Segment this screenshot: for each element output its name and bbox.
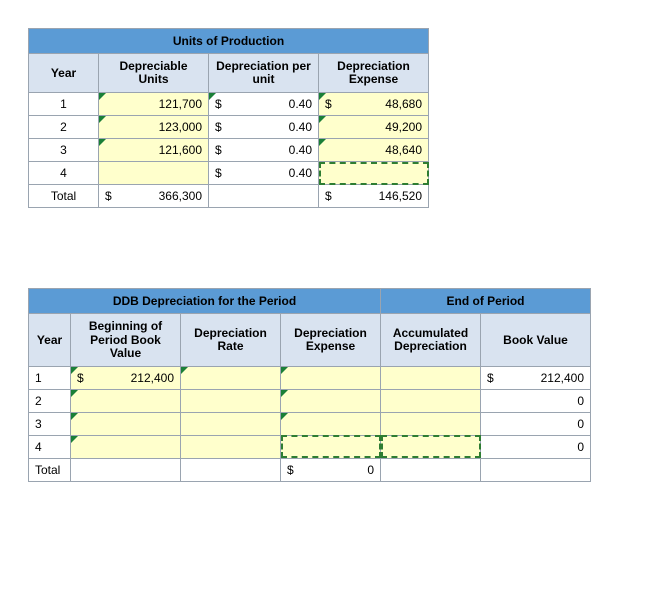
table2-head-bv: Book Value xyxy=(481,314,591,367)
rate-cell[interactable]: $ 0.40 xyxy=(209,93,319,116)
units-cell[interactable]: 121,700 xyxy=(99,93,209,116)
rate-cell[interactable] xyxy=(181,412,281,435)
year-cell[interactable]: 1 xyxy=(29,366,71,389)
table2-head-year: Year xyxy=(29,314,71,367)
table2-head-rate: Depreciation Rate xyxy=(181,314,281,367)
ddb-depreciation-table: DDB Depreciation for the Period End of P… xyxy=(28,288,591,482)
accum-cell[interactable] xyxy=(381,366,481,389)
blank-cell xyxy=(71,458,181,481)
table2-head-begbv: Beginning of Period Book Value xyxy=(71,314,181,367)
rate-cell[interactable] xyxy=(181,389,281,412)
total-expense: $ 146,520 xyxy=(319,185,429,208)
year-cell[interactable]: 1 xyxy=(29,93,99,116)
year-cell[interactable]: 3 xyxy=(29,412,71,435)
begbv-cell[interactable] xyxy=(71,412,181,435)
total-label: Total xyxy=(29,458,71,481)
year-cell[interactable]: 4 xyxy=(29,162,99,185)
table-row: 3 0 xyxy=(29,412,591,435)
table-row: 1 $ 212,400 $ 212,400 xyxy=(29,366,591,389)
blank-cell xyxy=(209,185,319,208)
expense-cell[interactable]: 48,640 xyxy=(319,139,429,162)
bv-cell[interactable]: 0 xyxy=(481,412,591,435)
rate-cell[interactable]: $ 0.40 xyxy=(209,116,319,139)
table-row: 4 $ 0.40 xyxy=(29,162,429,185)
table2-title-left: DDB Depreciation for the Period xyxy=(29,289,381,314)
table2-head-accum: Accumulated Depreciation xyxy=(381,314,481,367)
rate-cell[interactable] xyxy=(181,435,281,458)
accum-cell[interactable] xyxy=(381,389,481,412)
accum-cell[interactable] xyxy=(381,435,481,458)
total-label: Total xyxy=(29,185,99,208)
expense-cell[interactable]: $ 48,680 xyxy=(319,93,429,116)
rate-cell[interactable] xyxy=(181,366,281,389)
table2-head-exp: Depreciation Expense xyxy=(281,314,381,367)
rate-cell[interactable]: $ 0.40 xyxy=(209,139,319,162)
table-row: 4 0 xyxy=(29,435,591,458)
table-row: 1 121,700 $ 0.40 $ 48,680 xyxy=(29,93,429,116)
units-cell[interactable]: 121,600 xyxy=(99,139,209,162)
begbv-cell[interactable] xyxy=(71,389,181,412)
units-cell[interactable] xyxy=(99,162,209,185)
expense-cell[interactable] xyxy=(281,389,381,412)
table1-head-exp: Depreciation Expense xyxy=(319,54,429,93)
total-row: Total $ 366,300 $ 146,520 xyxy=(29,185,429,208)
table-row: 3 121,600 $ 0.40 48,640 xyxy=(29,139,429,162)
units-cell[interactable]: 123,000 xyxy=(99,116,209,139)
total-units: $ 366,300 xyxy=(99,185,209,208)
rate-cell[interactable]: $ 0.40 xyxy=(209,162,319,185)
table-row: 2 123,000 $ 0.40 49,200 xyxy=(29,116,429,139)
expense-cell[interactable] xyxy=(281,435,381,458)
expense-cell[interactable] xyxy=(281,366,381,389)
year-cell[interactable]: 2 xyxy=(29,116,99,139)
bv-cell[interactable]: 0 xyxy=(481,435,591,458)
blank-cell xyxy=(481,458,591,481)
expense-cell[interactable] xyxy=(281,412,381,435)
units-of-production-table: Units of Production Year Depreciable Uni… xyxy=(28,28,429,208)
expense-cell[interactable] xyxy=(319,162,429,185)
year-cell[interactable]: 3 xyxy=(29,139,99,162)
total-expense: $ 0 xyxy=(281,458,381,481)
expense-cell[interactable]: 49,200 xyxy=(319,116,429,139)
accum-cell[interactable] xyxy=(381,412,481,435)
year-cell[interactable]: 2 xyxy=(29,389,71,412)
year-cell[interactable]: 4 xyxy=(29,435,71,458)
begbv-cell[interactable]: $ 212,400 xyxy=(71,366,181,389)
blank-cell xyxy=(381,458,481,481)
table1-title: Units of Production xyxy=(29,29,429,54)
table1-head-perunit: Depreciation per unit xyxy=(209,54,319,93)
table1-head-year: Year xyxy=(29,54,99,93)
bv-cell[interactable]: $ 212,400 xyxy=(481,366,591,389)
table1-head-units: Depreciable Units xyxy=(99,54,209,93)
table-row: 2 0 xyxy=(29,389,591,412)
begbv-cell[interactable] xyxy=(71,435,181,458)
total-row: Total $ 0 xyxy=(29,458,591,481)
blank-cell xyxy=(181,458,281,481)
table2-title-right: End of Period xyxy=(381,289,591,314)
bv-cell[interactable]: 0 xyxy=(481,389,591,412)
